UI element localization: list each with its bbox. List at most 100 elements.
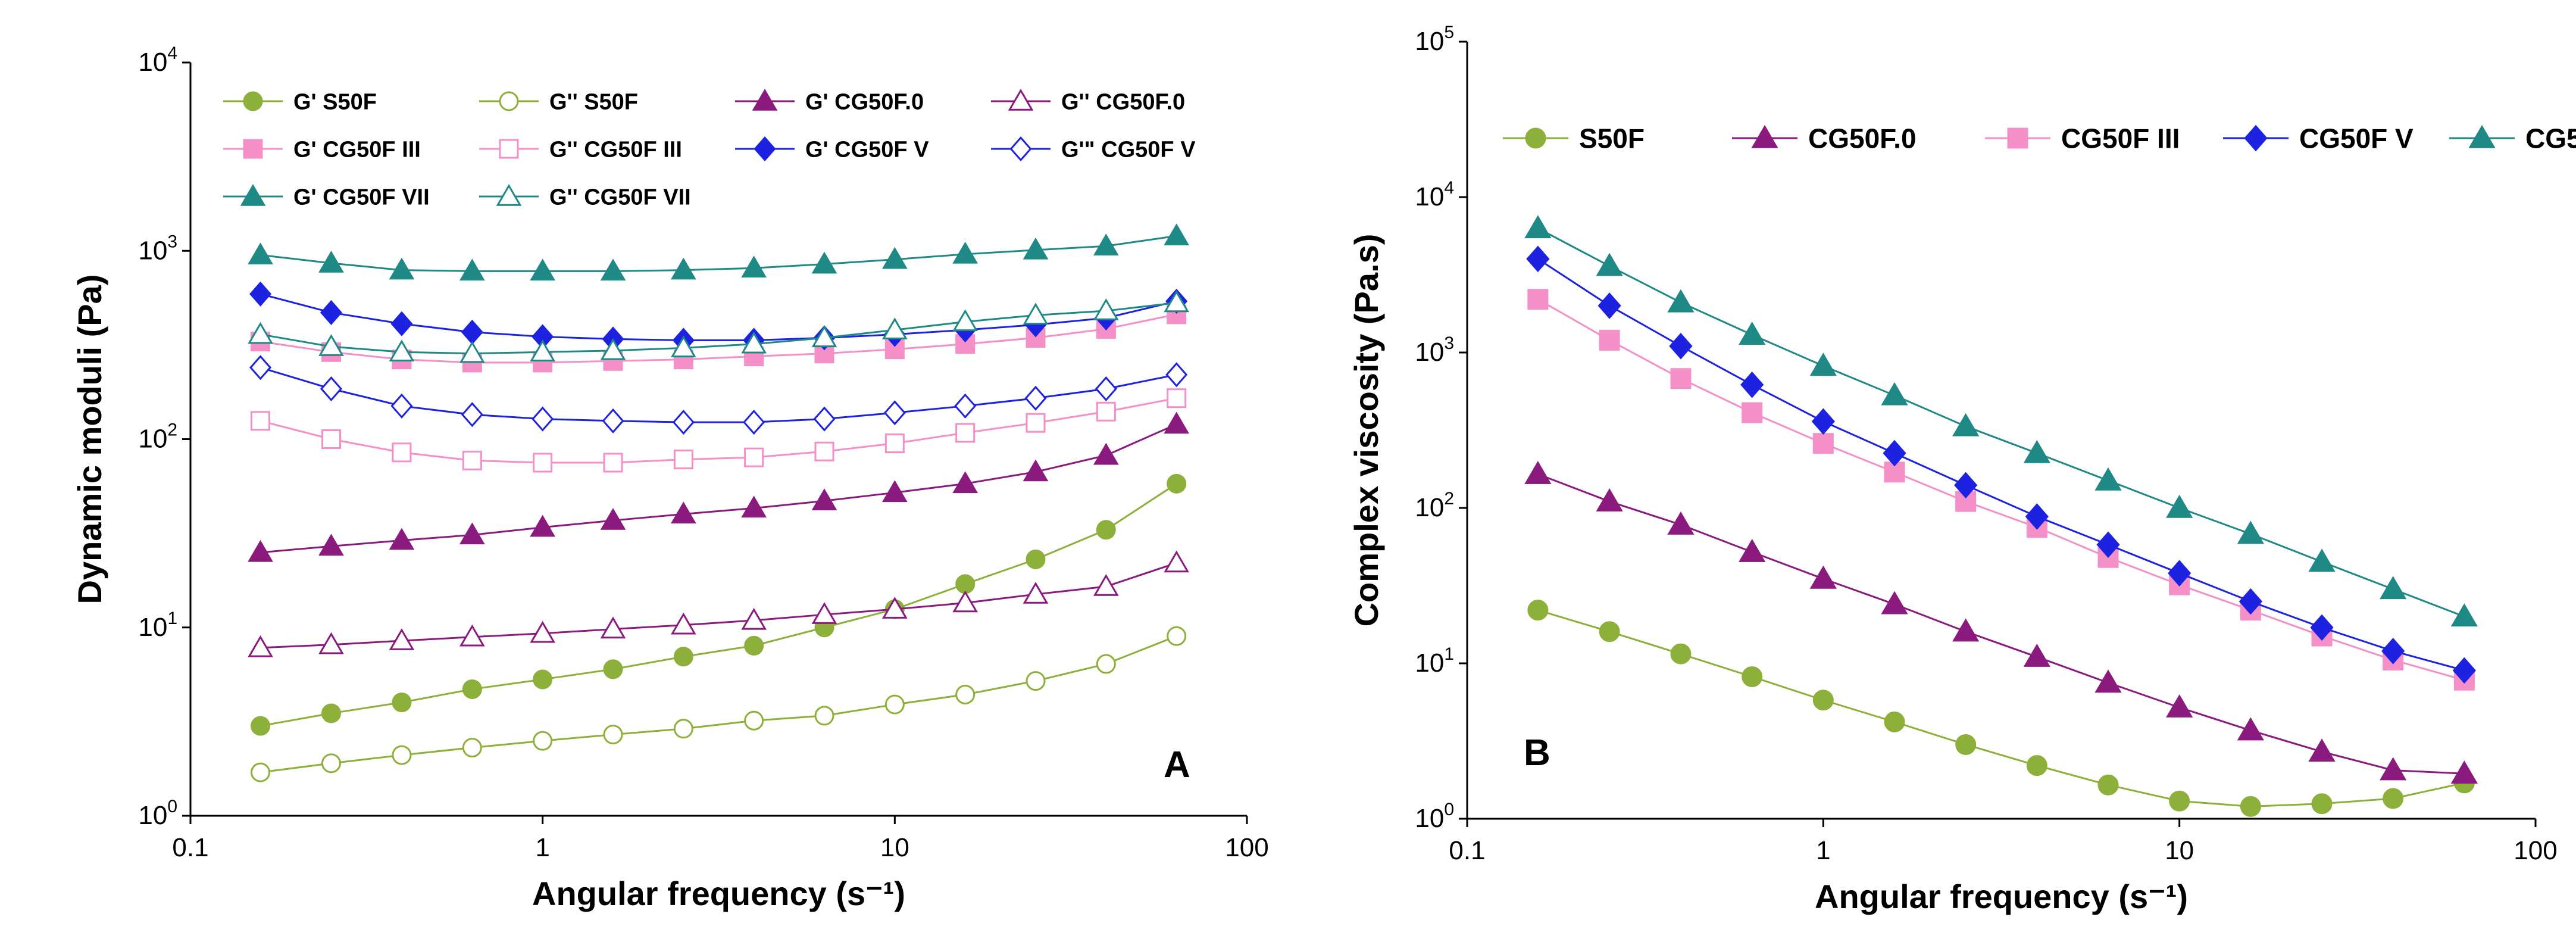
data-point [462,679,482,699]
data-point [462,450,482,470]
legend-label: G'' CG50F III [549,138,682,163]
data-point [741,607,767,630]
data-point [1026,549,1046,569]
legend-entry: CG50F III [1985,123,2180,154]
y-tick-label-exponent: 0 [167,797,177,816]
data-point [1093,233,1119,255]
data-point [1952,413,1980,436]
series-line [1537,473,2465,775]
data-point [2096,531,2120,559]
data-point [1884,711,1905,732]
data-point [1527,600,1549,621]
legend-label: G'' S50F [549,90,638,115]
data-point [811,251,837,274]
data-point [2450,760,2478,784]
legend-entry: G'" CG50F V [991,136,1196,163]
legend-marker [496,184,522,206]
data-point [2023,644,2050,667]
data-point [670,612,696,635]
y-tick-label: 104 [138,43,177,77]
data-point [743,410,765,435]
y-tick-label: 104 [1415,178,1454,211]
data-point [2380,576,2407,600]
data-point [2452,657,2476,684]
data-point [1812,433,1834,454]
series [1526,245,2476,684]
data-point [251,762,271,782]
legend-label: CG50F V [2299,123,2414,154]
data-point [813,406,836,432]
data-point [814,441,834,461]
data-point [1883,439,1906,467]
data-point [952,241,978,264]
series-line [260,397,1177,464]
data-point [1739,538,1766,562]
panel-label: B [1524,732,1550,773]
data-point [1026,413,1046,433]
data-point [530,514,556,537]
legend-marker [1751,124,1778,148]
data-point [2169,790,2190,812]
data-point [603,659,623,679]
data-point [1023,459,1049,482]
data-point [1026,671,1046,691]
data-point [533,731,553,751]
data-point [673,647,693,667]
y-tick-label-base: 10 [138,48,167,77]
x-tick-label: 100 [2514,836,2557,865]
data-point [530,258,556,281]
data-point [2308,548,2336,572]
data-point [2450,603,2478,627]
data-point [952,309,978,332]
y-tick-label: 103 [138,232,177,265]
legend-marker [499,91,519,111]
y-axis-label: Dynamic moduli (Pa) [71,275,108,604]
data-point [390,393,413,419]
legend-marker [243,91,263,111]
data-point [1096,654,1116,674]
data-point [952,590,978,613]
data-point [955,423,976,443]
series [1524,215,2478,627]
series [251,626,1187,782]
x-axis-label: Angular frequency (s⁻¹) [532,875,905,912]
legend-label: G'" CG50F V [1061,138,1196,163]
legend-label: CG50F VII [2525,123,2576,154]
data-point [1164,411,1190,434]
legend-marker [2468,124,2496,148]
data-point [1164,223,1190,245]
data-point [1093,573,1119,596]
data-point [1667,511,1695,535]
y-tick-label-base: 10 [1415,648,1444,678]
series-line [260,423,1177,554]
data-point [1596,488,1623,511]
data-point [2237,520,2264,544]
data-point [2026,755,2047,776]
legend-marker [1008,89,1034,111]
data-point [670,257,696,280]
data-point [2237,717,2264,741]
data-point [390,311,413,336]
y-tick-label-base: 10 [1415,338,1444,367]
legend-entry: G'' S50F [479,90,638,115]
legend-label: G' CG50F.0 [805,90,924,115]
data-point [1809,565,1837,589]
data-point [320,376,342,402]
data-point [884,433,905,454]
data-point [2166,694,2193,718]
data-point [2380,757,2407,781]
y-tick-label-exponent: 4 [1444,178,1454,198]
series [1527,289,2475,691]
data-point [1167,473,1187,494]
series [248,290,1190,363]
data-point [1095,376,1117,402]
legend-marker [752,89,778,111]
y-tick-label-base: 10 [138,236,167,265]
legend-marker [240,184,266,206]
data-point [461,402,483,428]
y-tick-label-base: 10 [138,613,167,642]
data-point [1881,591,1908,615]
data-point [673,719,693,739]
data-point [955,574,976,594]
